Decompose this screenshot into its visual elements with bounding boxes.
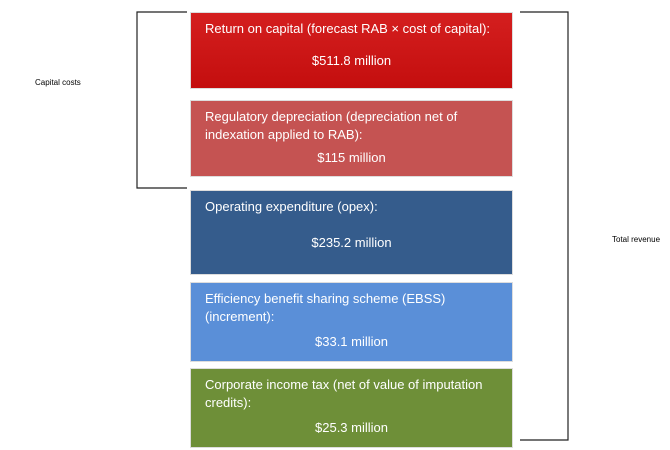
block-label: Regulatory depreciation (depreciation ne…: [205, 109, 458, 142]
block-label: Efficiency benefit sharing scheme (EBSS)…: [205, 291, 446, 324]
right-bracket-label: Total revenue: [612, 235, 661, 244]
block-label: Operating expenditure (opex):: [205, 199, 378, 214]
left-bracket: [136, 11, 187, 189]
block: Operating expenditure (opex): $235.2 mil…: [190, 190, 513, 275]
block-label: Return on capital (forecast RAB × cost o…: [205, 21, 491, 36]
block: Return on capital (forecast RAB × cost o…: [190, 12, 513, 89]
block: Regulatory depreciation (depreciation ne…: [190, 100, 513, 177]
block-value: $115 million: [317, 150, 386, 165]
left-bracket-label: Capital costs: [35, 78, 81, 87]
block-value: $25.3 million: [315, 419, 388, 435]
block-label: Corporate income tax (net of value of im…: [205, 377, 483, 410]
block: Efficiency benefit sharing scheme (EBSS)…: [190, 282, 513, 362]
block-value: $235.2 million: [311, 235, 392, 250]
block-value: $33.1 million: [315, 333, 388, 349]
block: Corporate income tax (net of value of im…: [190, 368, 513, 448]
block-value: $511.8 million: [311, 53, 392, 68]
right-bracket: [520, 11, 569, 441]
